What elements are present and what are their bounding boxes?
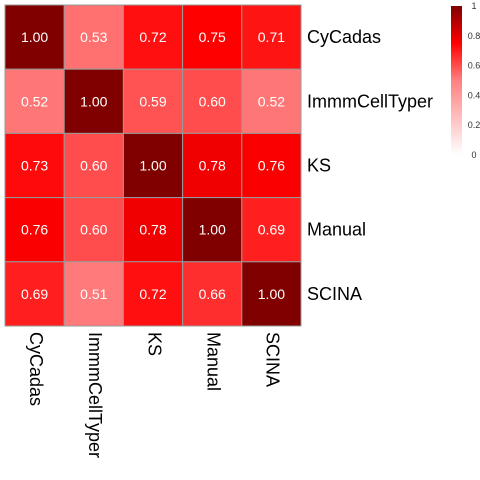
column-label: Manual bbox=[203, 332, 223, 391]
heatmap-cell bbox=[182, 197, 243, 263]
cell-value-label: 0.66 bbox=[199, 286, 226, 302]
heatmap-cell bbox=[4, 261, 65, 327]
column-label: ImmmCellTyper bbox=[85, 332, 105, 458]
cell-value-label: 0.52 bbox=[21, 93, 48, 109]
heatmap-cell bbox=[63, 4, 124, 70]
colorbar-tick-label: 0.8 bbox=[468, 31, 480, 41]
heatmap-cell bbox=[4, 4, 65, 70]
cell-value-label: 0.69 bbox=[258, 222, 285, 238]
heatmap-cell bbox=[241, 68, 302, 134]
cell-value-label: 0.76 bbox=[258, 158, 285, 174]
cell-value-label: 0.78 bbox=[139, 222, 166, 238]
cell-value-label: 1.00 bbox=[139, 158, 166, 174]
row-label: SCINA bbox=[307, 284, 362, 304]
row-label: CyCadas bbox=[307, 27, 381, 47]
column-label: KS bbox=[144, 332, 164, 356]
heatmap-cell bbox=[122, 4, 184, 70]
heatmap-cell bbox=[4, 197, 65, 263]
column-label: SCINA bbox=[263, 332, 283, 387]
cell-value-label: 0.60 bbox=[80, 158, 107, 174]
cell-value-label: 1.00 bbox=[199, 222, 226, 238]
colorbar bbox=[451, 6, 462, 155]
heatmap-cell bbox=[241, 197, 302, 263]
colorbar-tick-label: 0.4 bbox=[468, 90, 480, 100]
cell-value-label: 0.51 bbox=[80, 286, 107, 302]
cell-value-label: 0.76 bbox=[21, 222, 48, 238]
cell-value-label: 0.72 bbox=[139, 29, 166, 45]
cell-value-label: 1.00 bbox=[80, 93, 107, 109]
cell-value-label: 0.71 bbox=[258, 29, 285, 45]
heatmap-cell bbox=[241, 261, 302, 327]
colorbar-tick-label: 0.2 bbox=[468, 120, 480, 130]
heatmap-cell bbox=[122, 197, 184, 263]
row-label: KS bbox=[307, 156, 331, 176]
colorbar-tick-label: 1 bbox=[471, 1, 476, 11]
cell-value-label: 1.00 bbox=[258, 286, 285, 302]
column-label: CyCadas bbox=[26, 332, 46, 406]
row-label: Manual bbox=[307, 220, 366, 240]
cell-value-label: 0.60 bbox=[199, 93, 226, 109]
heatmap-cell bbox=[4, 68, 65, 134]
heatmap-cell bbox=[122, 68, 184, 134]
row-labels: CyCadas ImmmCellTyper KS Manual SCINA bbox=[307, 27, 433, 304]
heatmap-cell bbox=[63, 197, 124, 263]
cell-value-label: 0.52 bbox=[258, 93, 285, 109]
heatmap-cell bbox=[63, 132, 124, 199]
row-label: ImmmCellTyper bbox=[307, 91, 433, 111]
cell-value-label: 0.60 bbox=[80, 222, 107, 238]
cell-value-label: 0.72 bbox=[139, 286, 166, 302]
colorbar-tick-label: 0.6 bbox=[468, 61, 480, 71]
cell-value-label: 1.00 bbox=[21, 29, 48, 45]
heatmap-cell bbox=[182, 132, 243, 199]
heatmap-cell bbox=[63, 261, 124, 327]
heatmap-cells: 1.00 0.53 0.72 0.75 0.71 0.52 1.00 0.59 0.60 0.52… bbox=[4, 4, 302, 327]
heatmap-cell bbox=[122, 261, 184, 327]
cell-value-label: 0.69 bbox=[21, 286, 48, 302]
cell-value-label: 0.78 bbox=[199, 158, 226, 174]
cell-value-label: 0.53 bbox=[80, 29, 107, 45]
cell-value-label: 0.73 bbox=[21, 158, 48, 174]
cell-value-label: 0.75 bbox=[199, 29, 226, 45]
column-labels: CyCadas ImmmCellTyper KS Manual SCINA bbox=[26, 332, 283, 458]
cell-value-label: 0.59 bbox=[139, 93, 166, 109]
colorbar-legend: 0 0.2 0.4 0.6 0.8 1 bbox=[451, 1, 480, 160]
colorbar-tick-label: 0 bbox=[471, 150, 476, 160]
